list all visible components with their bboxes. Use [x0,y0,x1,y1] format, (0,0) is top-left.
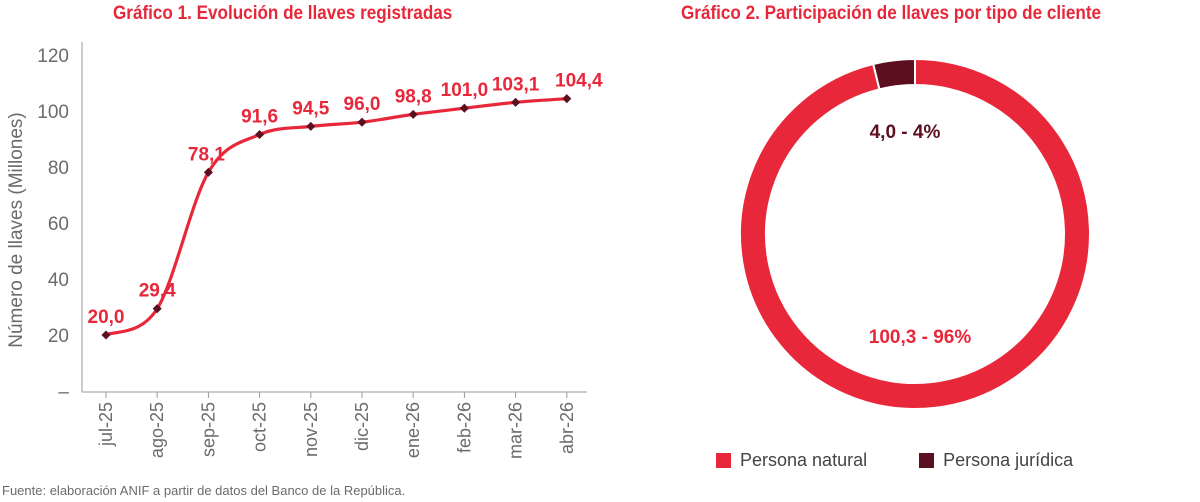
data-label: 29,4 [139,281,176,302]
x-tick-label: ago-25 [147,402,167,458]
data-label: 96,0 [344,94,381,115]
y-tick-label: – [58,382,69,403]
y-tick-label: 60 [48,214,69,235]
source-note: Fuente: elaboración ANIF a partir de dat… [2,483,406,498]
y-axis-title: Número de llaves (Millones) [6,112,27,347]
x-tick-label: mar-26 [506,402,526,459]
data-point [152,304,162,314]
x-tick-label: sep-25 [198,402,218,457]
slice-label-persona-juridica: 4,0 - 4% [870,122,941,143]
data-point [408,109,418,119]
data-label: 94,5 [292,98,329,119]
legend-label-persona-juridica: Persona jurídica [943,450,1074,470]
donut-chart-title: Gráfico 2. Participación de llaves por t… [681,3,1102,24]
y-tick-label: 120 [37,46,69,67]
y-tick-label: 20 [48,326,69,347]
legend-swatch-persona-natural [716,453,731,468]
data-point [306,121,316,131]
x-tick-label: nov-25 [301,402,321,457]
x-tick-label: feb-26 [454,402,474,453]
data-label: 103,1 [492,74,540,95]
data-point [511,97,521,107]
line-chart-title: Gráfico 1. Evolución de llaves registrad… [113,3,453,24]
legend-label-persona-natural: Persona natural [740,450,868,470]
legend-item-persona-natural: Persona natural [716,450,867,471]
line-chart: Número de llaves (Millones) – 20 40 60 80 100… [6,42,603,459]
slice-persona-natural [739,57,1091,410]
data-point [357,117,367,127]
slice-label-persona-natural: 100,3 - 96% [869,327,972,348]
x-tick-label: abr-26 [557,402,577,454]
slice-persona-juridica [872,57,916,91]
data-label: 104,4 [555,71,603,92]
donut-legend: Persona natural Persona jurídica [716,450,1125,471]
x-tick-label: oct-25 [250,402,270,452]
donut-chart: 100,3 - 96% 4,0 - 4% [739,57,1091,410]
data-label: 78,1 [188,144,225,165]
y-tick-label: 40 [48,270,69,291]
legend-swatch-persona-juridica [919,453,935,468]
data-label: 20,0 [88,307,125,328]
data-point [459,103,469,113]
data-label: 98,8 [395,86,432,107]
data-label: 101,0 [441,80,489,101]
x-tick-label: ene-26 [403,402,423,458]
x-tick-label: dic-25 [352,402,372,451]
x-tick-label: jul-25 [96,402,116,447]
data-label: 91,6 [241,107,278,128]
y-tick-label: 100 [37,102,69,123]
legend-item-persona-juridica: Persona jurídica [919,450,1073,471]
y-tick-label: 80 [48,158,69,179]
